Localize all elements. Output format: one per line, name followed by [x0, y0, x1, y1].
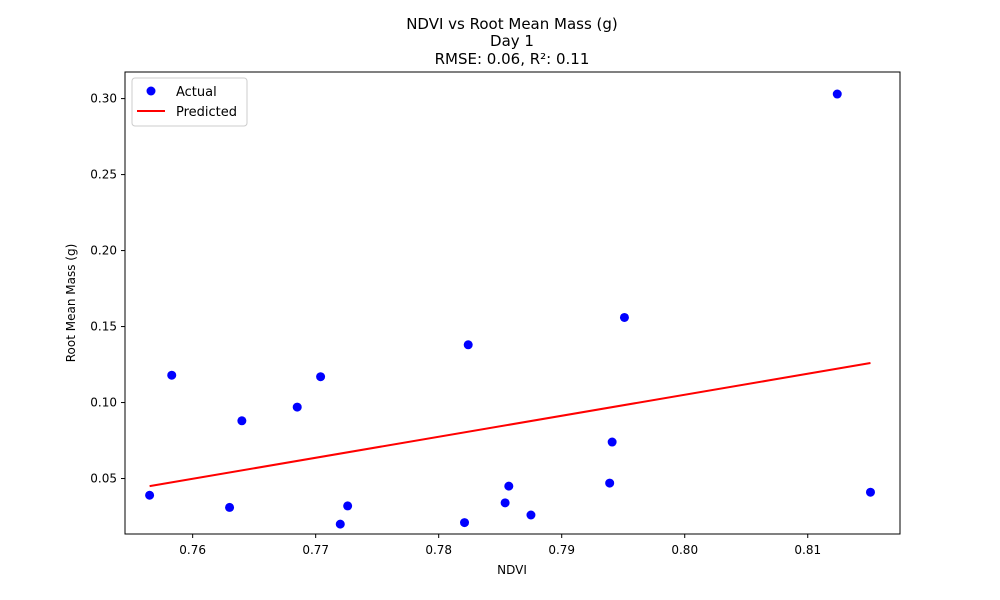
y-tick-label: 0.30 — [90, 92, 117, 106]
legend: Actual Predicted — [131, 77, 248, 127]
actual-point — [504, 481, 514, 491]
x-axis-label: NDVI — [497, 563, 527, 577]
plot-area — [145, 89, 875, 529]
x-tick-label: 0.79 — [548, 543, 575, 557]
y-axis-label: Root Mean Mass (g) — [64, 244, 78, 363]
x-tick-label: 0.78 — [425, 543, 452, 557]
actual-point — [335, 519, 345, 529]
y-axis: 0.05 0.10 0.15 0.20 0.25 0.30 — [90, 92, 125, 486]
legend-predicted-label: Predicted — [176, 105, 237, 120]
chart-title-line-2: Day 1 — [490, 32, 534, 50]
actual-point — [619, 312, 629, 322]
actual-point — [167, 370, 177, 380]
legend-box — [131, 77, 248, 127]
actual-point — [145, 490, 155, 500]
legend-actual-marker — [146, 86, 156, 96]
y-tick-label: 0.20 — [90, 244, 117, 258]
y-tick-label: 0.10 — [90, 396, 117, 410]
legend-actual-label: Actual — [176, 85, 217, 100]
actual-point — [237, 416, 247, 426]
actual-point — [607, 437, 617, 447]
y-tick-label: 0.05 — [90, 472, 117, 486]
actual-point — [460, 518, 470, 528]
actual-point — [463, 340, 473, 350]
predicted-line — [149, 362, 871, 488]
actual-point — [292, 402, 302, 412]
x-tick-label: 0.76 — [179, 543, 206, 557]
actual-point — [865, 487, 875, 497]
actual-point — [500, 498, 510, 508]
actual-point — [225, 502, 235, 512]
x-tick-label: 0.80 — [671, 543, 698, 557]
x-axis: 0.76 0.77 0.78 0.79 0.80 0.81 — [179, 534, 821, 557]
chart-title-line-1: NDVI vs Root Mean Mass (g) — [406, 15, 618, 33]
y-tick-label: 0.15 — [90, 320, 117, 334]
actual-point — [343, 501, 353, 511]
y-tick-label: 0.25 — [90, 168, 117, 182]
actual-point — [605, 478, 615, 488]
plot-frame — [124, 71, 901, 535]
x-tick-label: 0.77 — [302, 543, 329, 557]
actual-point — [316, 372, 326, 382]
x-tick-label: 0.81 — [794, 543, 821, 557]
actual-point — [832, 89, 842, 99]
chart-title-line-3: RMSE: 0.06, R²: 0.11 — [435, 50, 590, 68]
actual-point — [526, 510, 536, 520]
